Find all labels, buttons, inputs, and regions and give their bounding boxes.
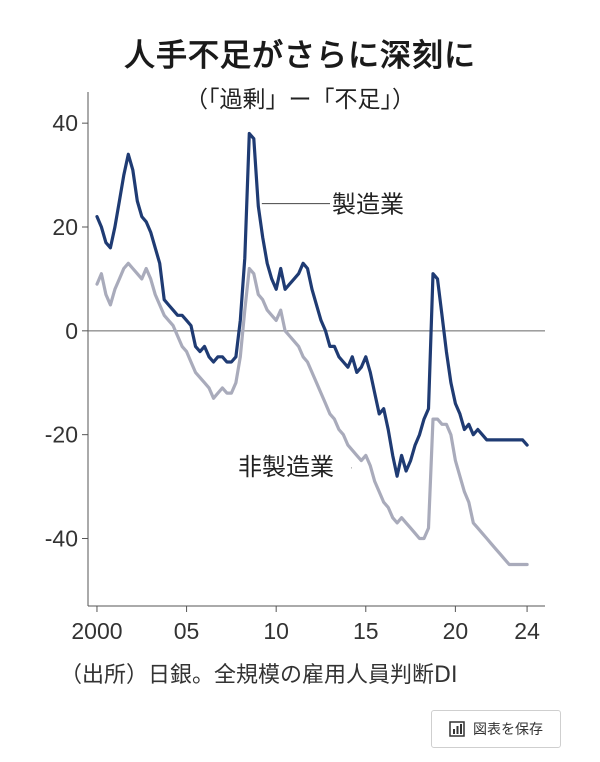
y-tick-label: 40 bbox=[52, 110, 78, 136]
bar-chart-icon bbox=[449, 721, 465, 737]
series-label-manufacturing: 製造業 bbox=[332, 191, 404, 219]
save-chart-button[interactable]: 図表を保存 bbox=[431, 710, 561, 748]
x-tick-label: 24 bbox=[514, 618, 540, 644]
series-label-non-manufacturing: 非製造業 bbox=[238, 453, 334, 481]
x-tick-label: 2000 bbox=[71, 618, 122, 644]
y-tick-label: 20 bbox=[52, 214, 78, 240]
x-tick-label: 10 bbox=[263, 618, 289, 644]
y-tick-label: -20 bbox=[45, 422, 78, 448]
x-tick-label: 05 bbox=[174, 618, 200, 644]
series-line-manufacturing bbox=[95, 131, 529, 478]
chart-subtitle: （「過剰」ー「不足」） bbox=[185, 87, 415, 113]
y-tick-label: 0 bbox=[65, 318, 78, 344]
save-chart-label: 図表を保存 bbox=[473, 722, 543, 738]
x-tick-label: 15 bbox=[353, 618, 379, 644]
source-note: （出所）日銀。全規模の雇用人員判断DI bbox=[60, 663, 458, 688]
x-tick-label: 20 bbox=[443, 618, 469, 644]
series-line-non-manufacturing bbox=[95, 261, 529, 567]
y-tick-label: -40 bbox=[45, 526, 78, 552]
chart-title: 人手不足がさらに深刻に bbox=[124, 38, 476, 74]
